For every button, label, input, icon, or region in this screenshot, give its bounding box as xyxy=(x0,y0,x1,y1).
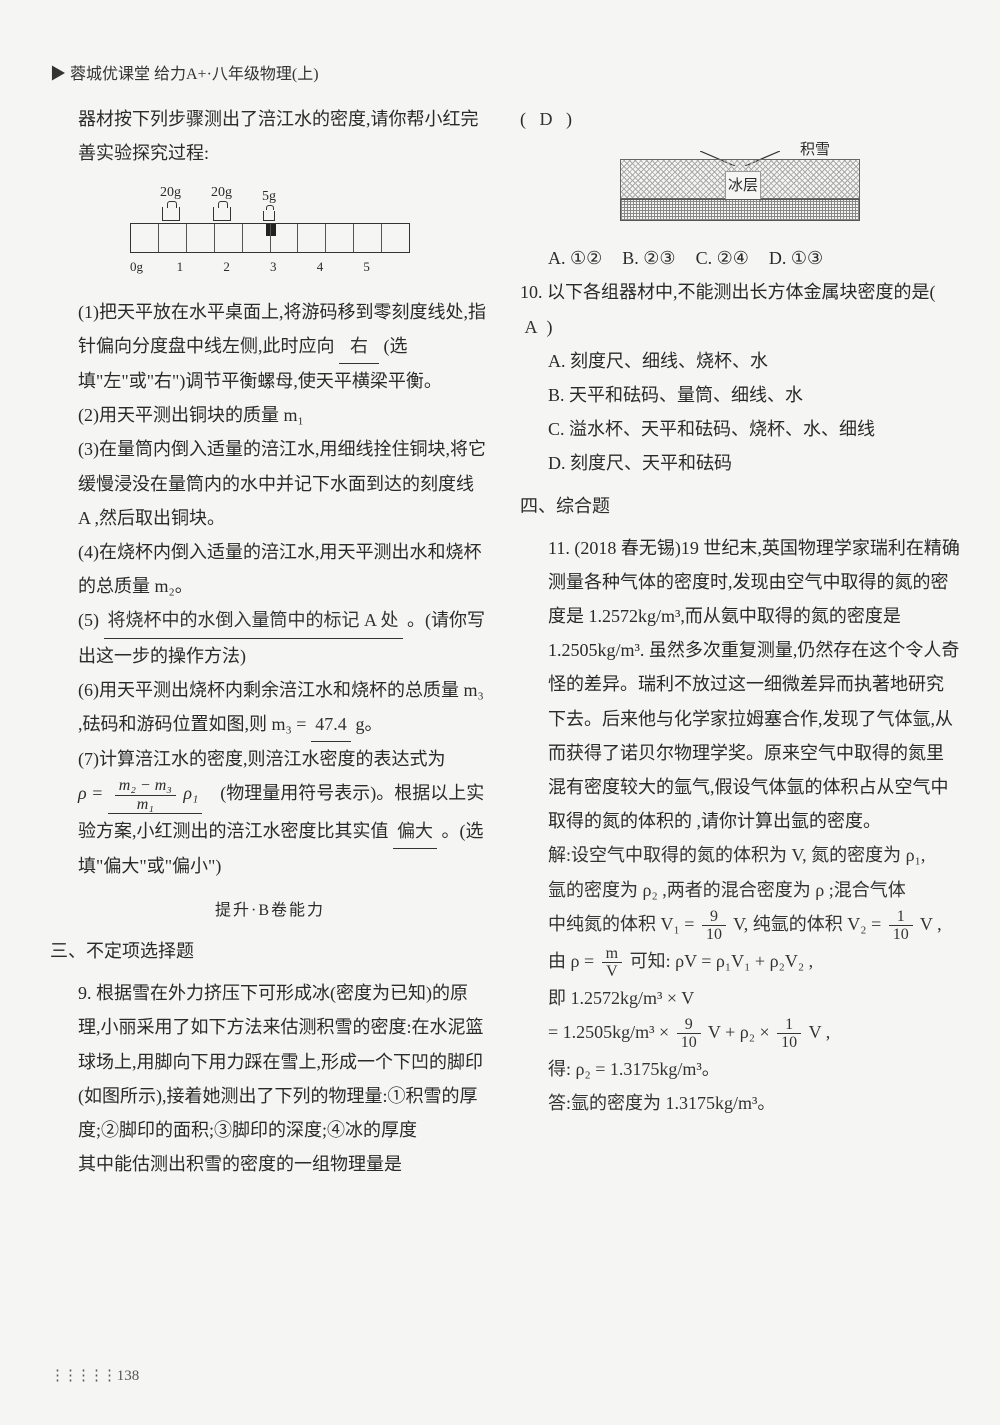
step-7: (7)计算涪江水的密度,则涪江水密度的表达式为 ρ = m₂ − m₃ m₁ ρ… xyxy=(50,742,490,884)
ruler-labels: 0g 1 2 3 4 5 xyxy=(130,255,410,280)
step-1: (1)把天平放在水平桌面上,将游码移到零刻度线处,指针偏向分度盘中线左侧,此时应… xyxy=(50,295,490,399)
section-divider-b: 提升·B卷能力 xyxy=(50,896,490,926)
section-4-title: 四、综合题 xyxy=(520,489,960,523)
question-10: 10. 以下各组器材中,不能测出长方体金属块密度的是( A ) A. 刻度尺、细… xyxy=(520,275,960,480)
ruler-diagram: 20g 20g 5g 0 xyxy=(130,180,410,279)
question-9: 9. 根据雪在外力挤压下可形成冰(密度为已知)的原理,小丽采用了如下方法来估测积… xyxy=(50,976,490,1181)
blank-answer-7: 偏大 xyxy=(393,814,437,849)
step-4: (4)在烧杯内倒入适量的涪江水,用天平测出水和烧杯的总质量 m₂。 xyxy=(50,535,490,603)
blank-answer-6: 47.4 xyxy=(311,707,351,742)
page-header: ▶ 蓉城优课堂 给力A+·八年级物理(上) xyxy=(50,60,960,84)
weight-20g-1: 20g xyxy=(160,180,181,221)
q11-solution: 解:设空气中取得的氮的体积为 V, 氮的密度为 ρ₁, 氩的密度为 ρ₂ ,两者… xyxy=(520,838,960,1120)
two-column-layout: 器材按下列步骤测出了涪江水的密度,请你帮小红完善实验探究过程: 20g 20g … xyxy=(50,102,960,1181)
step-2: (2)用天平测出铜块的质量 m₁ xyxy=(50,398,490,432)
choice-b: B. ②③ xyxy=(622,241,675,275)
question-11: 11. (2018 春无锡)19 世纪末,英国物理学家瑞利在精确测量各种气体的密… xyxy=(520,531,960,1121)
q9-choices: A. ①② B. ②③ C. ②④ D. ①③ xyxy=(520,241,960,275)
q9-answer-line: ( D ) xyxy=(520,102,960,136)
choice-a: A. ①② xyxy=(548,241,602,275)
step-6: (6)用天平测出烧杯内剩余涪江水和烧杯的总质量 m₃ ,砝码和游码位置如图,则 … xyxy=(50,673,490,742)
blank-answer-5: 将烧杯中的水倒入量筒中的标记 A 处 xyxy=(104,603,403,638)
ice-label: 冰层 xyxy=(725,171,761,202)
q9-answer: D xyxy=(540,109,553,129)
q10-answer: A xyxy=(525,317,538,337)
q10-choice-d: D. 刻度尺、天平和砝码 xyxy=(520,446,960,480)
step-5: (5) 将烧杯中的水倒入量筒中的标记 A 处 。(请你写出这一步的操作方法) xyxy=(50,603,490,672)
step-3: (3)在量筒内倒入适量的涪江水,用细线拴住铜块,将它缓慢浸没在量筒内的水中并记下… xyxy=(50,432,490,535)
q10-choice-a: A. 刻度尺、细线、烧杯、水 xyxy=(520,344,960,378)
ice-diagram: 积雪 冰层 xyxy=(620,141,860,231)
section-3-title: 三、不定项选择题 xyxy=(50,934,490,968)
weight-20g-2: 20g xyxy=(211,180,232,221)
page-number: 138 xyxy=(50,1366,139,1385)
density-formula: ρ = m₂ − m₃ m₁ ρ₁ xyxy=(78,783,207,803)
right-column: ( D ) 积雪 冰层 A. ①② B. ②③ C. ②④ D. ①③ 10. … xyxy=(520,102,960,1181)
ruler-bar xyxy=(130,223,410,253)
intro-text: 器材按下列步骤测出了涪江水的密度,请你帮小红完善实验探究过程: xyxy=(50,102,490,170)
choice-d: D. ①③ xyxy=(769,241,823,275)
q10-choice-b: B. 天平和砝码、量筒、细线、水 xyxy=(520,378,960,412)
choice-c: C. ②④ xyxy=(696,241,749,275)
left-column: 器材按下列步骤测出了涪江水的密度,请你帮小红完善实验探究过程: 20g 20g … xyxy=(50,102,490,1181)
weight-5g: 5g xyxy=(262,184,276,221)
blank-answer-1: 右 xyxy=(339,329,379,364)
q10-choice-c: C. 溢水杯、天平和砝码、烧杯、水、细线 xyxy=(520,412,960,446)
